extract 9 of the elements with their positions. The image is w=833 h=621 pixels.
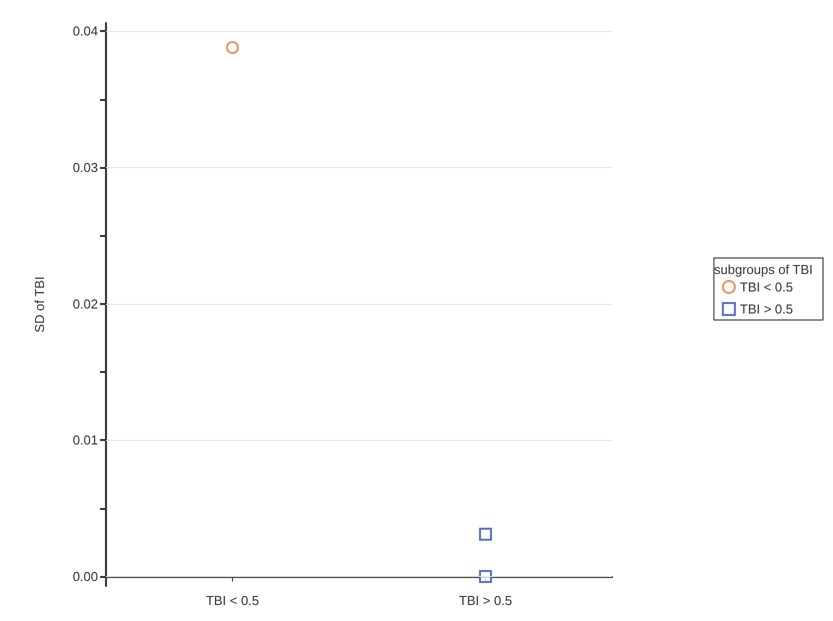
y-tick-label: 0.04 <box>72 24 98 39</box>
y-tick-label: 0.00 <box>72 568 98 584</box>
legend-label: TBI < 0.5 <box>740 280 794 294</box>
y-axis-title: SD of TBI <box>32 276 47 333</box>
legend-label: TBI > 0.5 <box>740 302 794 316</box>
legend-title: subgroups of TBI <box>714 262 813 277</box>
y-tick-label: 0.02 <box>72 296 98 312</box>
y-tick-label: 0.01 <box>72 432 98 448</box>
y-tick-label: 0.03 <box>72 160 98 175</box>
